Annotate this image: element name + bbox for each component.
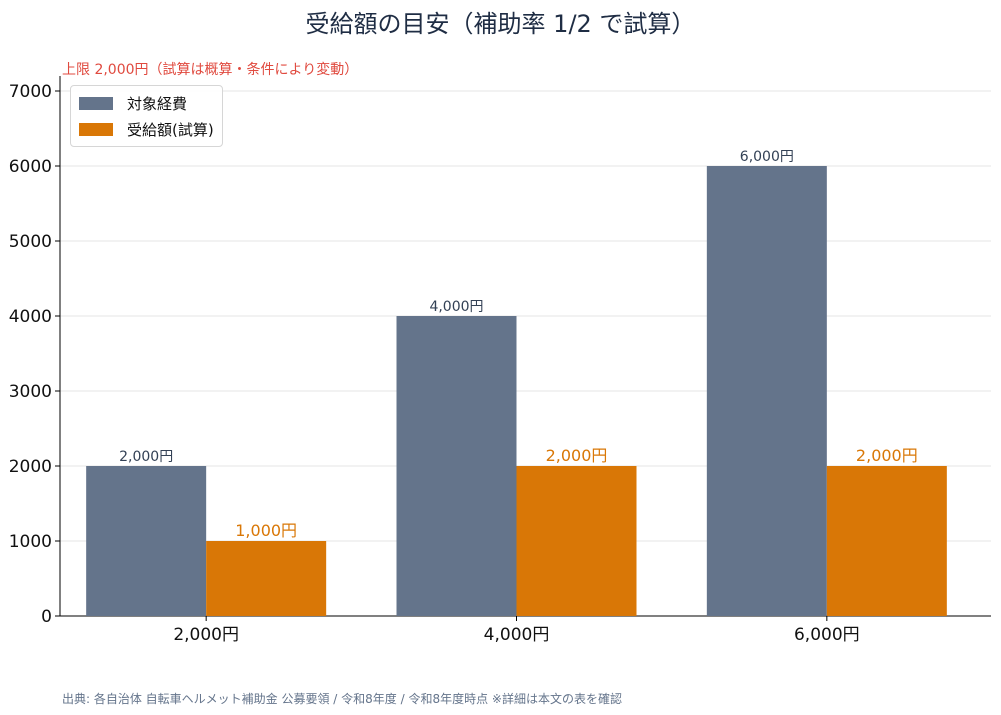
y-tick-label: 3000 <box>9 382 52 402</box>
bar-cost <box>396 316 517 616</box>
cap-annotation: 上限 2,000円（試算は概算・条件により変動） <box>62 62 359 78</box>
bar-cost <box>706 166 827 616</box>
x-tick-label: 6,000円 <box>794 625 860 645</box>
bar-value-label: 2,000円 <box>546 446 608 465</box>
bar-cost <box>86 466 207 616</box>
legend-label-cost: 対象経費 <box>127 94 188 113</box>
bar-grant <box>516 466 637 616</box>
x-tick-label: 2,000円 <box>173 625 239 645</box>
legend-label-grant: 受給額(試算) <box>127 120 214 139</box>
x-tick-label: 4,000円 <box>484 625 550 645</box>
y-tick-label: 4000 <box>9 307 52 327</box>
legend-swatch-cost <box>79 96 113 110</box>
bar-value-label: 6,000円 <box>740 149 794 165</box>
y-tick-label: 5000 <box>9 232 52 252</box>
y-tick-label: 7000 <box>9 82 52 102</box>
y-tick-label: 0 <box>41 607 52 627</box>
y-tick-label: 2000 <box>9 457 52 477</box>
y-tick-label: 6000 <box>9 157 52 177</box>
bar-value-label: 2,000円 <box>856 446 918 465</box>
source-note: 出典: 各自治体 自転車ヘルメット補助金 公募要領 / 令和8年度 / 令和8年… <box>62 692 622 706</box>
legend-swatch-grant <box>79 122 113 136</box>
bar-grant <box>206 541 327 616</box>
chart-title: 受給額の目安（補助率 1/2 で試算） <box>305 10 696 38</box>
bar-value-label: 4,000円 <box>429 299 483 315</box>
bar-value-label: 2,000円 <box>119 449 173 465</box>
y-tick-label: 1000 <box>9 532 52 552</box>
legend: 対象経費 受給額(試算) <box>70 85 223 147</box>
bar-value-label: 1,000円 <box>235 521 297 540</box>
bar-grant <box>826 466 947 616</box>
legend-item-grant: 受給額(試算) <box>79 116 214 142</box>
legend-item-cost: 対象経費 <box>79 90 214 116</box>
